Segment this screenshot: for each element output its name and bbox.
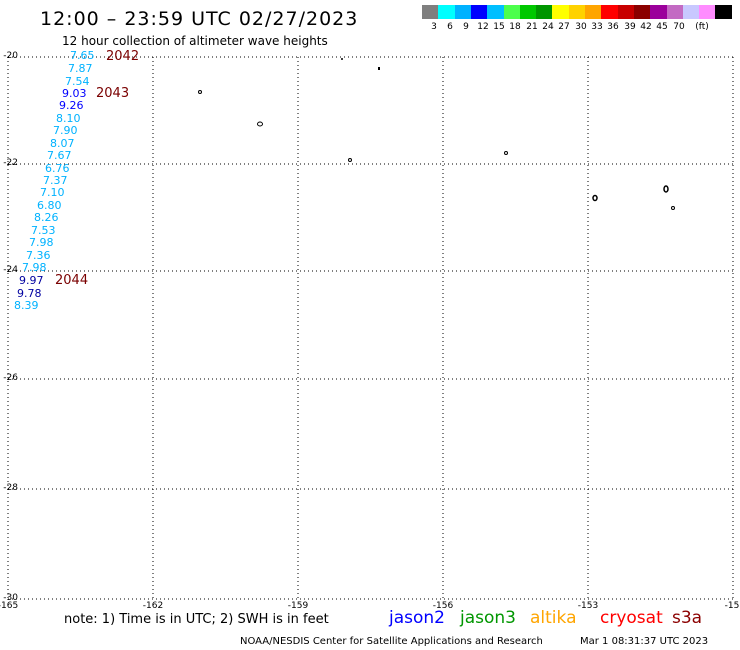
lat-label: -24 — [3, 265, 18, 275]
color-scale-swatch — [715, 5, 733, 19]
color-scale-swatch — [470, 5, 488, 19]
color-scale-tick: 3 — [431, 22, 437, 32]
footer-timestamp: Mar 1 08:31:37 UTC 2023 — [580, 636, 709, 647]
swh-value: 7.90 — [53, 124, 78, 137]
satellite-jason3: jason3 — [460, 608, 516, 628]
swh-value: 7.37 — [43, 174, 68, 187]
swh-value: 7.36 — [26, 249, 51, 262]
lat-label: -22 — [3, 158, 18, 168]
footer-credit: NOAA/NESDIS Center for Satellite Applica… — [240, 636, 543, 647]
color-scale-swatch — [601, 5, 619, 19]
color-scale-swatch — [503, 5, 521, 19]
color-scale-tick: 24 — [542, 22, 554, 32]
lat-label: -30 — [3, 593, 18, 603]
swh-value: 7.54 — [65, 75, 90, 88]
swh-value: 7.65 — [70, 49, 95, 62]
color-scale-tick: 21 — [526, 22, 538, 32]
color-scale-tick: 18 — [509, 22, 521, 32]
swh-value: 7.98 — [22, 261, 47, 274]
map-subtitle: 12 hour collection of altimeter wave hei… — [62, 34, 328, 48]
swh-value: 8.39 — [14, 299, 39, 312]
color-scale-tick: 15 — [493, 22, 505, 32]
swh-value: 7.67 — [47, 149, 72, 162]
island-outline — [504, 151, 508, 155]
color-scale-tick: 9 — [463, 22, 469, 32]
island-outline — [663, 185, 669, 193]
color-scale-tick: 39 — [624, 22, 636, 32]
lon-label: -15 — [724, 601, 740, 611]
color-scale-swatch — [585, 5, 602, 19]
swh-value: 9.97 — [19, 274, 44, 287]
pass-number-2043: 2043 — [96, 86, 130, 101]
island-outline — [341, 58, 343, 60]
lon-label: -162 — [142, 601, 164, 611]
pass-number-2044: 2044 — [55, 273, 89, 288]
island-outline — [348, 158, 352, 162]
satellite-jason2: jason2 — [389, 608, 445, 628]
color-scale-swatch — [682, 5, 700, 19]
satellite-cryosat: cryosat — [600, 608, 663, 628]
color-scale-swatch — [454, 5, 472, 19]
island-outline — [671, 206, 675, 210]
island-outline — [198, 90, 202, 94]
lon-label: -165 — [0, 601, 19, 611]
map-title: 12:00 – 23:59 UTC 02/27/2023 — [40, 8, 359, 30]
color-scale-tick: 36 — [607, 22, 619, 32]
color-scale-tick: 33 — [591, 22, 603, 32]
swh-value: 9.26 — [59, 99, 84, 112]
swh-value: 7.87 — [68, 62, 93, 75]
swh-value: 6.76 — [45, 162, 70, 175]
color-scale-swatch — [536, 5, 554, 19]
lat-label: -20 — [3, 51, 18, 61]
swh-value: 9.78 — [17, 287, 42, 300]
color-scale-swatch — [438, 5, 456, 19]
lat-label: -26 — [3, 373, 18, 383]
color-scale-tick: 45 — [656, 22, 668, 32]
color-scale-swatch — [617, 5, 635, 19]
pass-number-2042: 2042 — [106, 49, 140, 64]
swh-value: 7.10 — [40, 186, 65, 199]
satellite-s3a: s3a — [672, 608, 703, 628]
color-scale-tick: 12 — [477, 22, 489, 32]
lon-label: -159 — [287, 601, 309, 611]
swh-value: 8.26 — [34, 211, 59, 224]
island-outline — [257, 121, 263, 127]
color-scale-swatch — [633, 5, 651, 19]
color-scale-unit: (ft) — [695, 22, 709, 32]
swh-value: 9.03 — [62, 87, 87, 100]
color-scale-swatch — [487, 5, 505, 19]
swh-value: 8.10 — [56, 112, 81, 125]
color-scale-swatch — [666, 5, 684, 19]
lon-label: -153 — [577, 601, 599, 611]
footer-note: note: 1) Time is in UTC; 2) SWH is in fe… — [64, 612, 329, 627]
island-outline — [378, 67, 380, 70]
color-scale-swatch — [552, 5, 570, 19]
lon-label: -156 — [432, 601, 454, 611]
color-scale-swatch — [568, 5, 586, 19]
satellite-altika: altika — [530, 608, 577, 628]
color-scale-swatch — [422, 5, 439, 19]
color-scale-tick: 30 — [575, 22, 587, 32]
lat-label: -28 — [3, 483, 18, 493]
swh-value: 6.80 — [37, 199, 62, 212]
swh-value: 7.53 — [31, 224, 56, 237]
swh-value: 7.98 — [29, 236, 54, 249]
color-scale-tick: 6 — [447, 22, 453, 32]
color-scale-tick: 70 — [673, 22, 685, 32]
color-scale-tick: 42 — [640, 22, 652, 32]
island-outline — [592, 194, 598, 202]
color-scale-swatch — [519, 5, 537, 19]
color-scale-tick: 27 — [558, 22, 570, 32]
color-scale-swatch — [650, 5, 668, 19]
color-scale-swatch — [699, 5, 717, 19]
swh-value: 8.07 — [50, 137, 75, 150]
